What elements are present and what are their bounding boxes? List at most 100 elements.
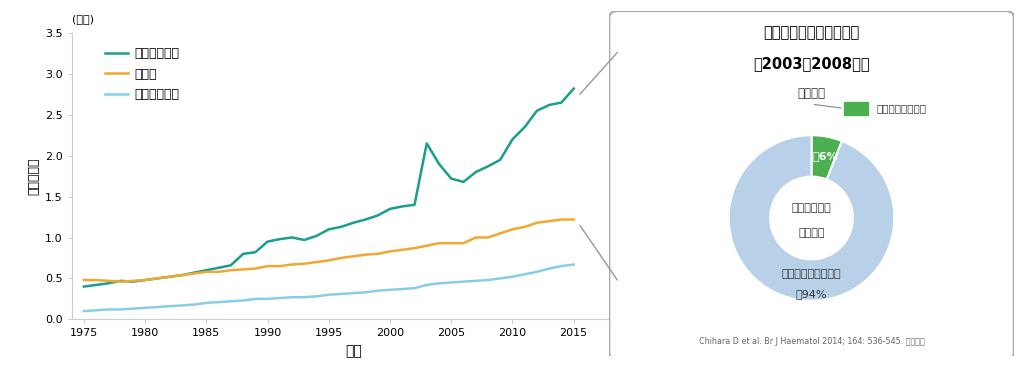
多発性骨髄腫 <box>139 306 152 310</box>
多発性骨髄腫 <box>506 275 518 279</box>
白血病 <box>445 241 458 246</box>
白血病 <box>188 271 201 276</box>
多発性骨髄腫 <box>482 278 495 282</box>
多発性骨髄腫 <box>445 280 458 285</box>
白血病 <box>286 262 298 267</box>
悪性リンパ腔 <box>139 278 152 282</box>
悪性リンパ腔 <box>237 252 249 256</box>
悪性リンパ腔 <box>359 217 372 222</box>
X-axis label: 西暦: 西暦 <box>345 344 361 358</box>
Text: ホジキンリンパ腫: ホジキンリンパ腫 <box>877 103 927 113</box>
白血病 <box>396 248 409 252</box>
悪性リンパ腔 <box>310 234 323 238</box>
悪性リンパ腔 <box>201 268 213 272</box>
白血病 <box>543 219 555 224</box>
多発性骨髄腫 <box>164 304 176 308</box>
白血病 <box>237 267 249 272</box>
白血病 <box>323 258 335 263</box>
多発性骨髄腫 <box>261 297 273 301</box>
多発性骨髄腫 <box>127 306 139 311</box>
多発性骨髄腫 <box>90 308 102 312</box>
多発性骨髄腫 <box>421 283 433 287</box>
白血病 <box>458 241 470 246</box>
白血病 <box>90 278 102 282</box>
白血病 <box>359 252 372 257</box>
悪性リンパ腔 <box>470 170 482 174</box>
多発性骨髄腫 <box>237 298 249 303</box>
多発性骨髄腫 <box>152 305 164 309</box>
悪性リンパ腔 <box>458 180 470 184</box>
悪性リンパ腔 <box>530 109 543 113</box>
白血病 <box>127 279 139 283</box>
多発性骨髄腫 <box>359 290 372 294</box>
白血病 <box>310 260 323 264</box>
悪性リンパ腔 <box>396 204 409 208</box>
悪性リンパ腔 <box>298 238 310 242</box>
白血病 <box>372 252 384 256</box>
多発性骨髄腫 <box>273 296 286 300</box>
Line: 多発性骨髄腫: 多発性骨髄腫 <box>84 265 573 311</box>
白血病 <box>384 249 396 254</box>
白血病 <box>335 256 347 260</box>
白血病 <box>433 241 445 246</box>
悪性リンパ腔 <box>494 157 506 162</box>
悪性リンパ腔 <box>90 283 102 287</box>
白血病 <box>201 270 213 274</box>
白血病 <box>421 243 433 248</box>
白血病 <box>261 264 273 268</box>
多発性骨髄腫 <box>555 264 567 268</box>
白血病 <box>249 266 261 271</box>
白血病 <box>530 221 543 225</box>
多発性骨髄腫 <box>176 303 188 308</box>
悪性リンパ腔 <box>164 275 176 279</box>
白血病 <box>176 273 188 277</box>
悪性リンパ腔 <box>347 221 359 225</box>
白血病 <box>273 264 286 268</box>
悪性リンパ腔 <box>115 279 127 283</box>
悪性リンパ腔 <box>224 263 237 268</box>
Legend: 悪性リンパ腔, 白血病, 多発性骨髄腫: 悪性リンパ腔, 白血病, 多発性骨髄腫 <box>100 42 184 106</box>
Text: (年): (年) <box>627 337 642 346</box>
多発性骨髄腫 <box>396 287 409 291</box>
悪性リンパ腔 <box>323 227 335 232</box>
白血病 <box>494 231 506 236</box>
多発性骨髄腫 <box>310 294 323 299</box>
悪性リンパ腔 <box>567 87 580 91</box>
悪性リンパ腔 <box>445 177 458 181</box>
白血病 <box>347 254 359 258</box>
悪性リンパ腔 <box>127 279 139 284</box>
白血病 <box>78 278 90 282</box>
多発性骨髄腫 <box>433 281 445 286</box>
Line: 悪性リンパ腔: 悪性リンパ腔 <box>84 89 573 287</box>
多発性骨髄腫 <box>212 300 224 304</box>
悪性リンパ腔 <box>152 276 164 281</box>
白血病 <box>115 279 127 284</box>
多発性骨髄腫 <box>335 292 347 296</box>
悪性リンパ腔 <box>409 203 421 207</box>
Text: (万人): (万人) <box>72 14 93 25</box>
多発性骨髄腫 <box>201 301 213 305</box>
白血病 <box>518 225 530 229</box>
多発性骨髄腫 <box>78 309 90 313</box>
多発性骨髄腫 <box>347 291 359 295</box>
悪性リンパ腔 <box>78 284 90 289</box>
多発性骨髄腫 <box>249 297 261 301</box>
白血病 <box>555 217 567 222</box>
悪性リンパ腔 <box>433 162 445 166</box>
白血病 <box>212 270 224 274</box>
白血病 <box>409 246 421 250</box>
悪性リンパ腔 <box>543 103 555 107</box>
多発性骨髄腫 <box>409 286 421 290</box>
白血病 <box>470 235 482 240</box>
多発性骨髄腫 <box>102 307 115 312</box>
悪性リンパ腔 <box>176 273 188 277</box>
Text: 患者割合: 患者割合 <box>798 87 825 100</box>
多発性骨髄腫 <box>567 262 580 267</box>
多発性骨髄腫 <box>115 307 127 312</box>
白血病 <box>139 278 152 282</box>
Line: 白血病: 白血病 <box>84 219 573 281</box>
多発性骨髄腫 <box>323 292 335 297</box>
多発性骨髄腫 <box>470 279 482 283</box>
悪性リンパ腔 <box>102 281 115 286</box>
白血病 <box>152 276 164 281</box>
